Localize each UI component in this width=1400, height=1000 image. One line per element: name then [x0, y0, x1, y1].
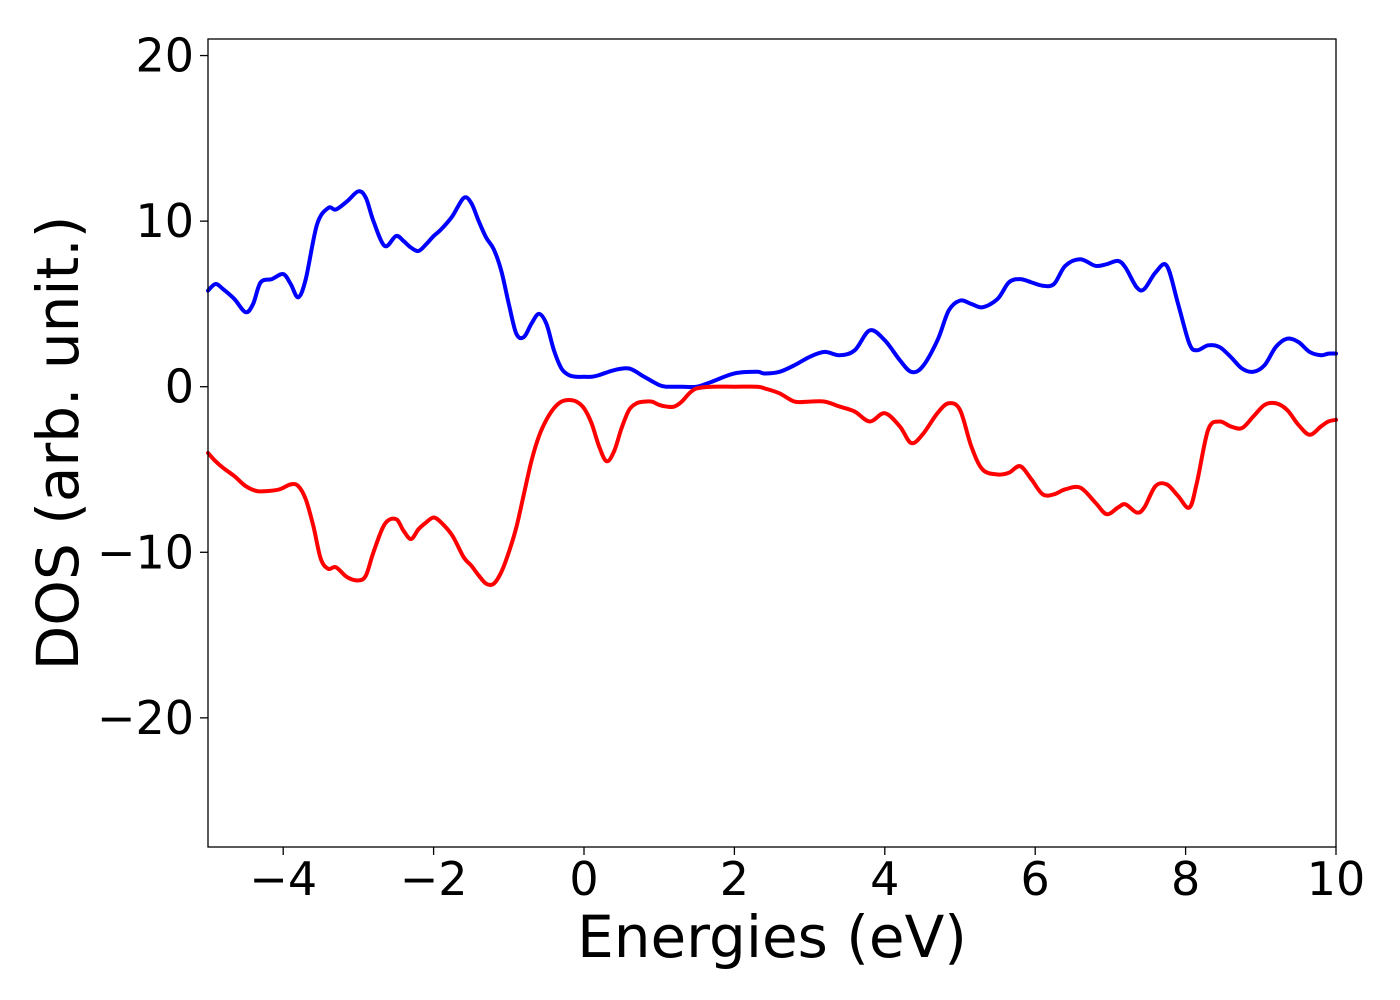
y-tick-label: −10 [97, 525, 194, 579]
x-tick-label: 10 [1307, 852, 1366, 906]
x-tick-label: 2 [720, 852, 749, 906]
x-tick-label: −4 [249, 852, 317, 906]
x-tick-label: 4 [870, 852, 899, 906]
x-tick-label: 0 [569, 852, 598, 906]
y-tick-label: 20 [135, 29, 194, 83]
y-tick-label: 10 [135, 194, 194, 248]
x-tick-label: 6 [1021, 852, 1050, 906]
y-axis: −20 −10 0 10 20 [97, 29, 208, 745]
series-line-2 [206, 384, 1338, 587]
x-tick-label: −2 [400, 852, 468, 906]
y-tick-label: −20 [97, 691, 194, 745]
x-axis: −4 −2 0 2 4 6 8 10 [249, 847, 1365, 906]
x-axis-label: Energies (eV) [577, 903, 967, 971]
y-axis-label: DOS (arb. unit.) [24, 216, 92, 671]
series-layer [206, 189, 1338, 587]
x-tick-label: 8 [1171, 852, 1200, 906]
y-tick-label: 0 [165, 360, 194, 414]
series-line-1 [206, 189, 1338, 390]
plot-frame [207, 38, 1337, 848]
